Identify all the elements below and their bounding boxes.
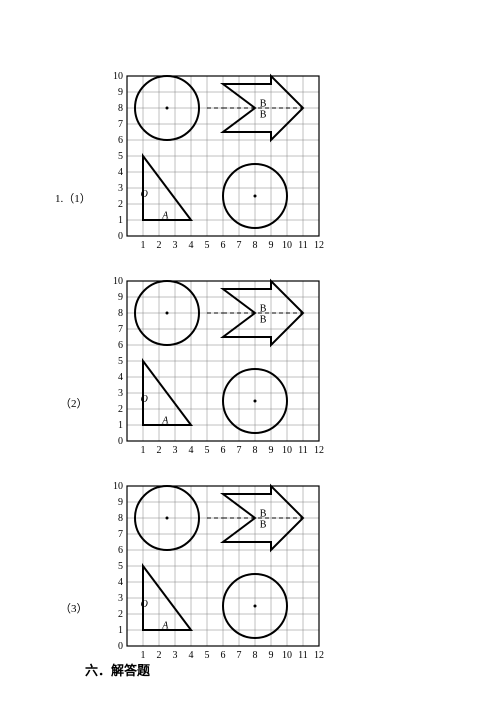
figure-label-3: （3） [60, 600, 88, 616]
svg-text:6: 6 [221, 650, 226, 661]
svg-text:6: 6 [221, 240, 226, 251]
svg-text:9: 9 [269, 445, 274, 456]
svg-text:2: 2 [118, 199, 123, 210]
svg-text:4: 4 [118, 372, 123, 383]
svg-text:2: 2 [157, 650, 162, 661]
svg-text:7: 7 [118, 324, 123, 335]
svg-text:A: A [161, 620, 169, 631]
svg-text:5: 5 [118, 561, 123, 572]
svg-text:2: 2 [157, 240, 162, 251]
svg-text:5: 5 [118, 151, 123, 162]
figure-label-1: 1.（1） [55, 190, 91, 206]
svg-text:4: 4 [118, 167, 123, 178]
svg-text:5: 5 [205, 240, 210, 251]
svg-text:8: 8 [253, 445, 258, 456]
svg-text:10: 10 [113, 276, 123, 287]
svg-text:B: B [260, 315, 267, 326]
svg-text:O: O [141, 394, 148, 405]
svg-text:12: 12 [314, 650, 324, 661]
svg-text:7: 7 [237, 240, 242, 251]
svg-text:12: 12 [314, 240, 324, 251]
svg-text:7: 7 [118, 119, 123, 130]
svg-text:12: 12 [314, 445, 324, 456]
svg-text:3: 3 [173, 240, 178, 251]
svg-text:5: 5 [118, 356, 123, 367]
svg-text:B: B [260, 508, 267, 519]
svg-text:O: O [141, 189, 148, 200]
svg-text:9: 9 [118, 87, 123, 98]
svg-text:1: 1 [141, 445, 146, 456]
svg-text:11: 11 [298, 445, 308, 456]
svg-text:6: 6 [118, 340, 123, 351]
svg-text:0: 0 [118, 641, 123, 652]
svg-text:7: 7 [237, 445, 242, 456]
svg-text:B: B [260, 303, 267, 314]
figure-3: 012345678910123456789101112AOBB [105, 480, 325, 667]
svg-text:2: 2 [118, 609, 123, 620]
svg-text:6: 6 [118, 135, 123, 146]
svg-text:4: 4 [189, 445, 194, 456]
svg-text:8: 8 [253, 240, 258, 251]
svg-text:5: 5 [205, 650, 210, 661]
figure-1: 012345678910123456789101112AOBB [105, 70, 325, 257]
svg-text:3: 3 [118, 593, 123, 604]
svg-text:11: 11 [298, 650, 308, 661]
svg-text:1: 1 [141, 240, 146, 251]
svg-text:1: 1 [118, 625, 123, 636]
svg-text:11: 11 [298, 240, 308, 251]
svg-text:B: B [260, 98, 267, 109]
svg-text:9: 9 [118, 497, 123, 508]
svg-text:2: 2 [157, 445, 162, 456]
section-heading: 六．解答题 [85, 660, 150, 679]
svg-text:A: A [161, 210, 169, 221]
svg-text:5: 5 [205, 445, 210, 456]
svg-text:2: 2 [118, 404, 123, 415]
svg-text:10: 10 [113, 481, 123, 492]
svg-text:3: 3 [173, 650, 178, 661]
svg-text:7: 7 [237, 650, 242, 661]
svg-text:1: 1 [118, 215, 123, 226]
svg-text:8: 8 [253, 650, 258, 661]
svg-text:4: 4 [118, 577, 123, 588]
svg-text:B: B [260, 110, 267, 121]
svg-text:9: 9 [269, 650, 274, 661]
svg-text:0: 0 [118, 436, 123, 447]
svg-text:9: 9 [118, 292, 123, 303]
svg-text:10: 10 [282, 445, 292, 456]
svg-text:10: 10 [282, 650, 292, 661]
figure-label-2: （2） [60, 395, 88, 411]
svg-text:3: 3 [118, 388, 123, 399]
svg-text:4: 4 [189, 240, 194, 251]
svg-text:7: 7 [118, 529, 123, 540]
svg-text:4: 4 [189, 650, 194, 661]
svg-text:3: 3 [118, 183, 123, 194]
svg-text:O: O [141, 599, 148, 610]
svg-text:6: 6 [118, 545, 123, 556]
svg-text:8: 8 [118, 513, 123, 524]
svg-text:B: B [260, 520, 267, 531]
svg-text:6: 6 [221, 445, 226, 456]
svg-text:0: 0 [118, 231, 123, 242]
svg-text:8: 8 [118, 103, 123, 114]
svg-text:1: 1 [118, 420, 123, 431]
svg-text:A: A [161, 415, 169, 426]
svg-text:10: 10 [113, 71, 123, 82]
svg-text:8: 8 [118, 308, 123, 319]
svg-text:10: 10 [282, 240, 292, 251]
figure-2: 012345678910123456789101112AOBB [105, 275, 325, 462]
svg-text:9: 9 [269, 240, 274, 251]
svg-text:3: 3 [173, 445, 178, 456]
